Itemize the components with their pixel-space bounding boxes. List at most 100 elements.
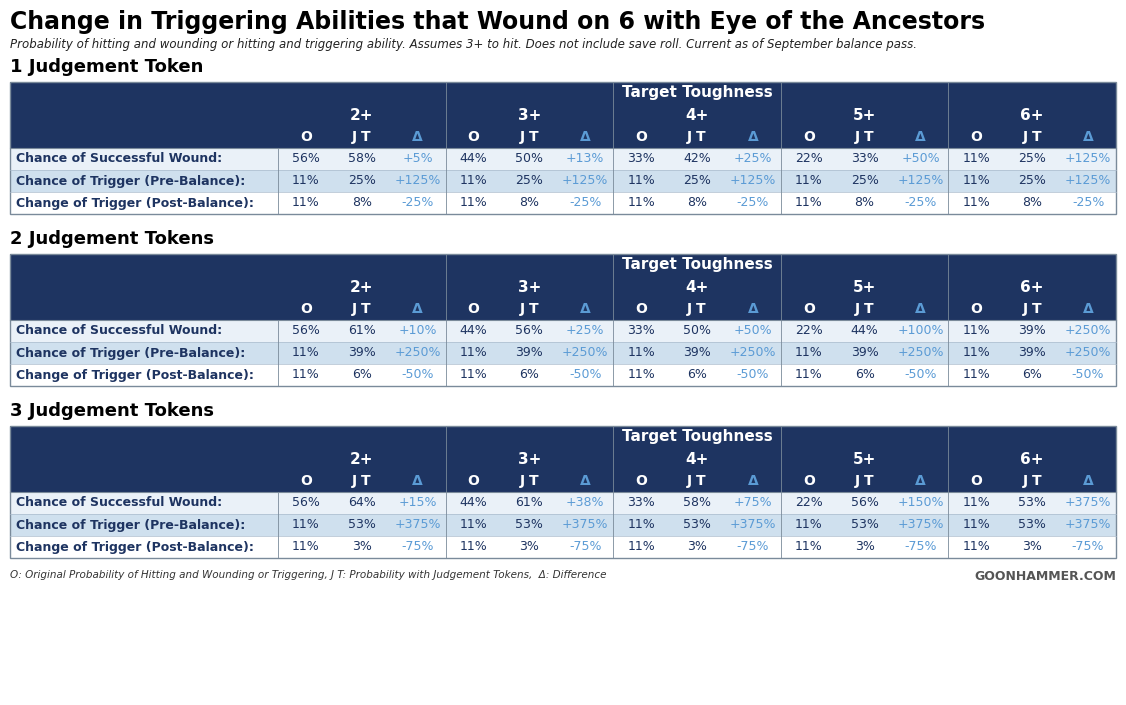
Text: J T: J T [1022,474,1042,488]
Text: 8%: 8% [855,197,875,209]
Text: O: O [635,302,647,316]
Text: O: O [803,302,815,316]
Text: 56%: 56% [292,152,320,166]
Text: Change in Triggering Abilities that Wound on 6 with Eye of the Ancestors: Change in Triggering Abilities that Woun… [10,10,985,34]
Text: +250%: +250% [562,346,608,360]
Text: Chance of Successful Wound:: Chance of Successful Wound: [16,496,222,510]
Text: +125%: +125% [394,175,441,188]
Text: 61%: 61% [516,496,543,510]
Text: Δ: Δ [1083,302,1093,316]
Text: 11%: 11% [963,175,990,188]
Text: Δ: Δ [748,302,758,316]
Text: 5+: 5+ [852,279,876,295]
Text: -25%: -25% [904,197,937,209]
Text: +250%: +250% [1065,346,1111,360]
Text: -75%: -75% [569,541,601,553]
Text: 53%: 53% [683,518,711,532]
Text: 44%: 44% [459,496,488,510]
Text: 22%: 22% [795,324,823,338]
Text: 11%: 11% [795,518,823,532]
Text: Change of Trigger (Post-Balance):: Change of Trigger (Post-Balance): [16,197,253,209]
Text: 11%: 11% [292,518,320,532]
Text: +375%: +375% [897,518,944,532]
Text: 53%: 53% [516,518,544,532]
Text: 25%: 25% [1018,152,1046,166]
Bar [10,170,1116,192]
Text: 25%: 25% [516,175,544,188]
Text: +50%: +50% [733,324,772,338]
Text: 25%: 25% [850,175,878,188]
Text: 11%: 11% [627,541,655,553]
Text: -50%: -50% [736,369,769,381]
Text: J T: J T [352,130,372,144]
Bar [10,514,1116,536]
Text: 44%: 44% [459,152,488,166]
Text: J T: J T [352,302,372,316]
Text: 53%: 53% [850,518,878,532]
Text: 5+: 5+ [852,451,876,467]
Text: 11%: 11% [795,369,823,381]
Text: +250%: +250% [1065,324,1111,338]
Text: -50%: -50% [569,369,601,381]
Text: 11%: 11% [795,346,823,360]
Text: Δ: Δ [748,130,758,144]
Text: +25%: +25% [734,152,772,166]
Text: 11%: 11% [963,518,990,532]
Text: 11%: 11% [963,197,990,209]
Text: Δ: Δ [748,474,758,488]
Bar [10,82,1116,214]
Text: O: O [467,302,480,316]
Text: 25%: 25% [1018,175,1046,188]
Text: 2+: 2+ [350,451,374,467]
Text: 58%: 58% [683,496,711,510]
Text: 25%: 25% [683,175,711,188]
Text: 8%: 8% [519,197,539,209]
Text: +250%: +250% [897,346,944,360]
Text: +150%: +150% [897,496,944,510]
Text: Target Toughness: Target Toughness [622,257,772,273]
Text: Δ: Δ [1083,474,1093,488]
Text: 39%: 39% [1018,346,1046,360]
Bar [10,426,1116,558]
Text: 11%: 11% [963,496,990,510]
Text: 33%: 33% [627,152,655,166]
Text: 2 Judgement Tokens: 2 Judgement Tokens [10,230,214,248]
Text: 4+: 4+ [686,451,708,467]
Text: 25%: 25% [348,175,376,188]
Text: 8%: 8% [687,197,707,209]
Text: 6%: 6% [519,369,539,381]
Bar [10,192,1116,214]
Text: +125%: +125% [1065,152,1111,166]
Text: 11%: 11% [627,197,655,209]
Text: 4+: 4+ [686,279,708,295]
Text: -75%: -75% [1072,541,1105,553]
Text: 50%: 50% [683,324,711,338]
Text: 4+: 4+ [686,107,708,123]
Bar [10,320,1116,342]
Text: +5%: +5% [402,152,434,166]
Text: 11%: 11% [627,175,655,188]
Text: 11%: 11% [795,197,823,209]
Text: 3+: 3+ [518,279,542,295]
Text: 64%: 64% [348,496,376,510]
Text: 33%: 33% [851,152,878,166]
Text: +375%: +375% [1065,496,1111,510]
Text: +15%: +15% [399,496,437,510]
Text: 6+: 6+ [1020,451,1044,467]
Text: 11%: 11% [627,518,655,532]
Text: J T: J T [855,474,875,488]
Text: 53%: 53% [1018,496,1046,510]
Text: Target Toughness: Target Toughness [622,85,772,101]
Text: -50%: -50% [904,369,937,381]
Text: +100%: +100% [897,324,944,338]
Text: 11%: 11% [963,152,990,166]
Text: 6+: 6+ [1020,107,1044,123]
Bar [10,148,1116,170]
Text: Δ: Δ [1083,130,1093,144]
Text: 39%: 39% [1018,324,1046,338]
Text: 3%: 3% [1022,541,1043,553]
Text: 5+: 5+ [852,107,876,123]
Text: 1 Judgement Token: 1 Judgement Token [10,58,204,76]
Text: 50%: 50% [516,152,544,166]
Text: 58%: 58% [348,152,376,166]
